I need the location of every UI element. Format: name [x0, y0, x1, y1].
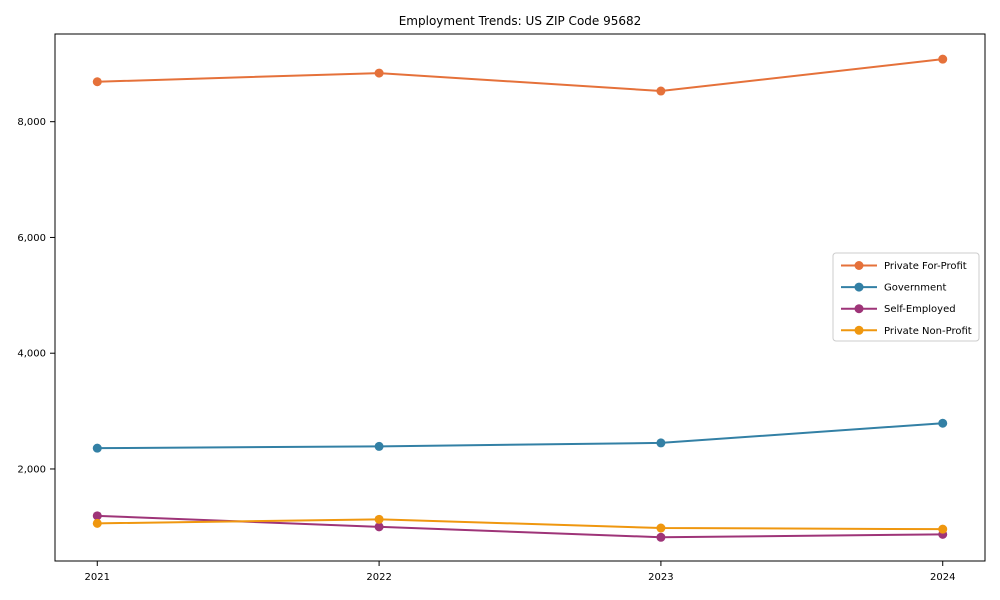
legend-label-self-employed: Self-Employed: [884, 304, 956, 315]
series-point-private-non-profit: [938, 524, 948, 534]
y-tick-label: 4,000: [17, 349, 46, 360]
series-line-private-for-profit: [97, 58, 943, 93]
legend-swatch-dot-self-employed: [854, 304, 864, 314]
y-tick-label: 6,000: [17, 233, 46, 244]
series-point-self-employed: [374, 522, 384, 532]
y-tick-label: 2,000: [17, 464, 46, 475]
chart-title: Employment Trends: US ZIP Code 95682: [399, 14, 642, 28]
plot-border: [54, 33, 986, 562]
series-point-government: [656, 438, 666, 448]
series-point-private-for-profit: [92, 77, 102, 87]
x-tick-label: 2022: [366, 572, 391, 583]
series-point-government: [92, 443, 102, 453]
x-tick-label: 2023: [648, 572, 673, 583]
series-line-government: [97, 422, 943, 450]
legend-label-private-non-profit: Private Non-Profit: [884, 326, 972, 337]
series-line-private-non-profit: [97, 518, 943, 531]
legend: Private For-Profit Government Self-Employe…: [832, 252, 980, 342]
legend-label-private-for-profit: Private For-Profit: [884, 261, 967, 272]
x-tick-label: 2024: [930, 572, 955, 583]
series-point-private-non-profit: [92, 518, 102, 528]
legend-box: [832, 252, 980, 342]
legend-swatch-dot-private-for-profit: [854, 261, 864, 270]
plot-area: 2,000 4,000 6,000 8,000 2021 2022 2023 2024: [17, 33, 986, 583]
series-point-government: [938, 418, 948, 428]
legend-swatch-dot-private-non-profit: [854, 325, 864, 335]
series-point-private-for-profit: [938, 54, 948, 64]
series-point-private-non-profit: [374, 514, 384, 524]
legend-label-government: Government: [884, 283, 946, 294]
series-point-government: [374, 441, 384, 451]
x-tick-label: 2021: [85, 572, 110, 583]
series-line-self-employed: [97, 514, 943, 539]
series-point-private-non-profit: [656, 523, 666, 533]
series-point-private-for-profit: [656, 86, 666, 96]
series-point-self-employed: [656, 532, 666, 542]
legend-swatch-dot-government: [854, 282, 864, 292]
y-tick-label: 8,000: [17, 117, 46, 128]
series-point-self-employed: [92, 511, 102, 521]
series-point-private-for-profit: [374, 68, 384, 78]
